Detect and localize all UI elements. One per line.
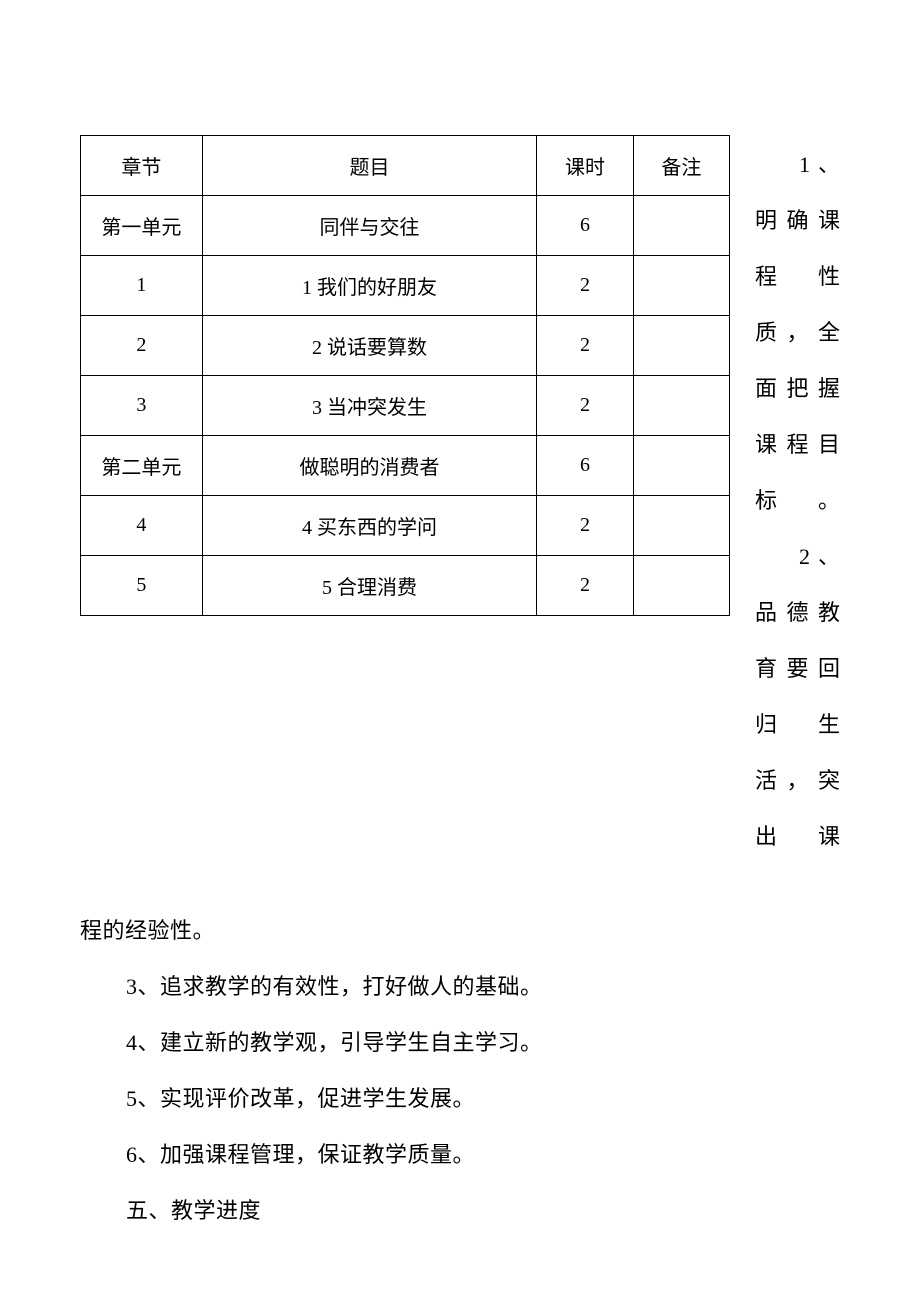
cell-hours: 2 bbox=[537, 376, 633, 436]
cell-chapter: 1 bbox=[81, 256, 203, 316]
header-hours: 课时 bbox=[537, 136, 633, 196]
cell-hours: 2 bbox=[537, 496, 633, 556]
table-row: 第一单元 同伴与交往 6 bbox=[81, 196, 730, 256]
schedule-table: 章节 题目 课时 备注 第一单元 同伴与交往 6 1 1 我们的好朋友 2 2 … bbox=[80, 135, 730, 616]
content-area: 章节 题目 课时 备注 第一单元 同伴与交往 6 1 1 我们的好朋友 2 2 … bbox=[80, 135, 840, 1239]
side-text-2-body: 品德教育要回归生活，突出课 bbox=[755, 600, 840, 849]
cell-title: 同伴与交往 bbox=[202, 196, 537, 256]
cell-title: 做聪明的消费者 bbox=[202, 436, 537, 496]
text-paragraph-3: 3、追求教学的有效性，打好做人的基础。 bbox=[126, 959, 840, 1015]
table-row: 1 1 我们的好朋友 2 bbox=[81, 256, 730, 316]
cell-hours: 2 bbox=[537, 556, 633, 616]
cell-title: 5 合理消费 bbox=[202, 556, 537, 616]
cell-title: 3 当冲突发生 bbox=[202, 376, 537, 436]
cell-notes bbox=[633, 556, 729, 616]
cell-notes bbox=[633, 196, 729, 256]
cell-chapter: 4 bbox=[81, 496, 203, 556]
cell-chapter: 3 bbox=[81, 376, 203, 436]
cell-chapter: 第一单元 bbox=[81, 196, 203, 256]
side-text-1-body: 明确课程性质，全面把握课程目标。 bbox=[755, 208, 840, 513]
side-text-2-prefix: 2、 bbox=[799, 544, 840, 569]
side-text-block: 1、明确课程性质，全面把握课程目标。 2、品德教育要回归生活，突出课 bbox=[755, 135, 840, 865]
header-chapter: 章节 bbox=[81, 136, 203, 196]
cell-notes bbox=[633, 376, 729, 436]
table-row: 5 5 合理消费 2 bbox=[81, 556, 730, 616]
text-continuation: 程的经验性。 bbox=[80, 903, 840, 959]
cell-chapter: 第二单元 bbox=[81, 436, 203, 496]
cell-hours: 6 bbox=[537, 436, 633, 496]
cell-hours: 2 bbox=[537, 256, 633, 316]
cell-chapter: 5 bbox=[81, 556, 203, 616]
table-header-row: 章节 题目 课时 备注 bbox=[81, 136, 730, 196]
text-paragraph-6: 6、加强课程管理，保证教学质量。 bbox=[126, 1127, 840, 1183]
table-row: 2 2 说话要算数 2 bbox=[81, 316, 730, 376]
header-title: 题目 bbox=[202, 136, 537, 196]
table-row: 3 3 当冲突发生 2 bbox=[81, 376, 730, 436]
text-paragraph-5: 5、实现评价改革，促进学生发展。 bbox=[126, 1071, 840, 1127]
table-row: 第二单元 做聪明的消费者 6 bbox=[81, 436, 730, 496]
cell-notes bbox=[633, 316, 729, 376]
text-paragraph-4: 4、建立新的教学观，引导学生自主学习。 bbox=[126, 1015, 840, 1071]
cell-title: 4 买东西的学问 bbox=[202, 496, 537, 556]
text-section-heading: 五、教学进度 bbox=[126, 1183, 840, 1239]
table-row: 4 4 买东西的学问 2 bbox=[81, 496, 730, 556]
side-text-1-prefix: 1、 bbox=[799, 152, 840, 177]
cell-notes bbox=[633, 256, 729, 316]
table-wrapper: 章节 题目 课时 备注 第一单元 同伴与交往 6 1 1 我们的好朋友 2 2 … bbox=[80, 135, 730, 616]
header-notes: 备注 bbox=[633, 136, 729, 196]
cell-chapter: 2 bbox=[81, 316, 203, 376]
cell-hours: 2 bbox=[537, 316, 633, 376]
cell-title: 1 我们的好朋友 bbox=[202, 256, 537, 316]
body-text-block: 程的经验性。 3、追求教学的有效性，打好做人的基础。 4、建立新的教学观，引导学… bbox=[80, 865, 840, 1239]
cell-title: 2 说话要算数 bbox=[202, 316, 537, 376]
cell-hours: 6 bbox=[537, 196, 633, 256]
cell-notes bbox=[633, 436, 729, 496]
cell-notes bbox=[633, 496, 729, 556]
